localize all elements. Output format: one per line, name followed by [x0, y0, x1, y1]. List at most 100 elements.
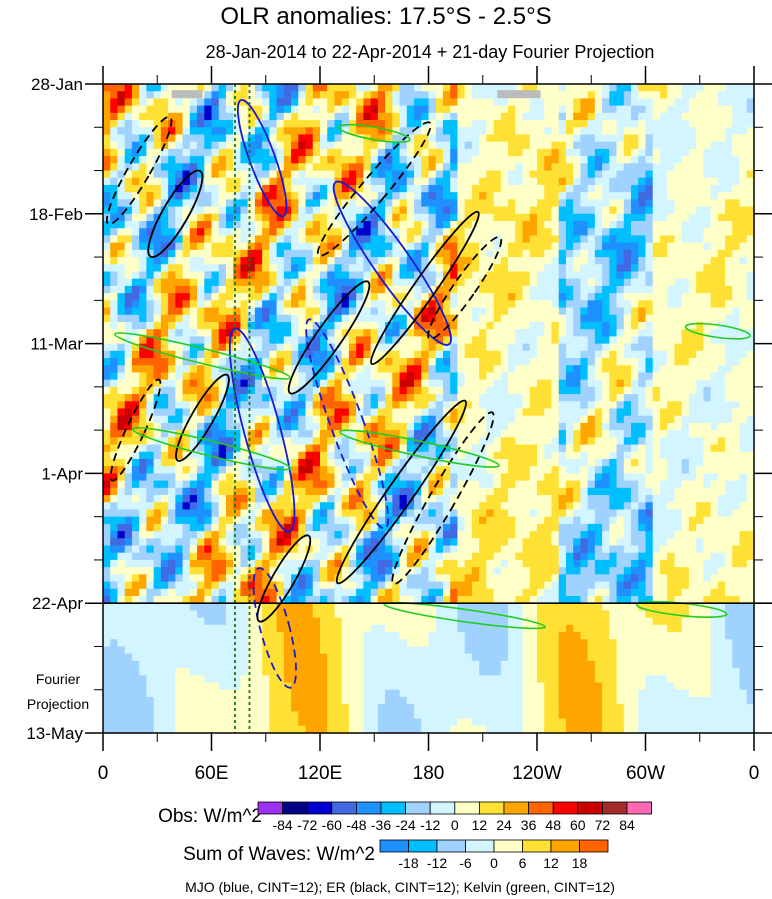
- field-cell: [341, 444, 350, 453]
- field-cell: [218, 192, 227, 200]
- field-cell: [160, 249, 169, 258]
- field-cell: [710, 235, 719, 244]
- field-cell: [146, 480, 155, 489]
- field-cell: [124, 444, 133, 453]
- field-cell: [254, 249, 263, 258]
- field-cell: [276, 184, 285, 193]
- field-cell: [189, 199, 198, 208]
- field-cell: [667, 170, 676, 179]
- field-cell: [211, 177, 220, 186]
- field-cell: [500, 271, 509, 280]
- field-cell: [652, 221, 661, 229]
- field-cell: [146, 386, 155, 395]
- field-cell: [544, 372, 553, 381]
- field-cell: [247, 105, 256, 114]
- field-cell: [594, 156, 603, 164]
- field-cell: [551, 466, 560, 474]
- field-cell: [580, 148, 589, 157]
- field-cell: [587, 329, 596, 337]
- field-cell: [703, 307, 712, 316]
- field-cell: [493, 184, 502, 193]
- field-cell: [124, 437, 133, 446]
- field-cell: [515, 206, 524, 215]
- field-cell: [160, 199, 169, 208]
- field-cell: [153, 365, 162, 374]
- field-cell: [276, 228, 285, 237]
- field-cell: [197, 120, 205, 128]
- field-cell: [442, 199, 451, 208]
- field-cell: [283, 177, 292, 186]
- field-cell: [298, 466, 307, 474]
- field-cell: [428, 386, 437, 395]
- field-cell: [189, 184, 198, 193]
- field-cell: [623, 264, 632, 273]
- field-cell: [703, 336, 712, 345]
- field-cell: [573, 473, 581, 482]
- field-cell: [363, 235, 372, 244]
- field-cell: [421, 451, 430, 460]
- field-cell: [385, 321, 393, 330]
- field-cell: [732, 358, 741, 366]
- field-cell: [356, 249, 364, 258]
- field-cell: [218, 307, 227, 316]
- field-cell: [211, 148, 220, 157]
- field-cell: [479, 206, 487, 215]
- field-cell: [435, 112, 444, 121]
- field-cell: [182, 329, 191, 337]
- field-cell: [240, 264, 249, 273]
- field-cell: [341, 264, 350, 273]
- field-cell: [110, 451, 119, 460]
- field-cell: [565, 386, 574, 395]
- field-cell: [320, 415, 328, 424]
- field-cell: [739, 365, 748, 374]
- field-cell: [103, 350, 111, 359]
- field-cell: [710, 278, 719, 287]
- field-cell: [471, 343, 480, 352]
- field-cell: [334, 473, 343, 482]
- field-cell: [305, 307, 314, 316]
- field-cell: [442, 372, 451, 381]
- field-cell: [341, 242, 350, 251]
- field-cell: [139, 386, 147, 395]
- field-cell: [565, 379, 574, 388]
- field-cell: [153, 199, 162, 208]
- field-cell: [486, 148, 495, 157]
- field-cell: [363, 386, 372, 395]
- field-cell: [283, 84, 292, 92]
- field-cell: [428, 112, 437, 121]
- field-cell: [623, 285, 632, 294]
- field-cell: [160, 235, 169, 244]
- field-cell: [493, 148, 502, 157]
- field-cell: [414, 285, 422, 294]
- field-cell: [464, 148, 473, 157]
- field-cell: [334, 134, 343, 143]
- field-cell: [587, 379, 596, 388]
- field-cell: [356, 91, 364, 100]
- field-cell: [674, 300, 683, 309]
- field-cell: [631, 271, 639, 280]
- field-cell: [565, 170, 574, 179]
- field-cell: [225, 264, 234, 273]
- field-cell: [696, 293, 704, 301]
- field-cell: [594, 408, 603, 417]
- field-cell: [696, 148, 704, 157]
- field-cell: [522, 163, 531, 172]
- field-cell: [110, 343, 119, 352]
- field-cell: [110, 437, 119, 446]
- field-cell: [442, 170, 451, 179]
- field-cell: [508, 271, 516, 280]
- field-cell: [515, 112, 524, 121]
- field-cell: [696, 430, 704, 438]
- field-cell: [681, 458, 690, 467]
- field-cell: [262, 184, 270, 193]
- field-cell: [688, 422, 697, 431]
- field-cell: [399, 264, 408, 273]
- field-cell: [182, 343, 191, 352]
- field-cell: [414, 163, 422, 172]
- field-cell: [594, 293, 603, 301]
- field-cell: [168, 314, 176, 323]
- field-cell: [312, 257, 321, 265]
- field-cell: [146, 98, 155, 107]
- field-cell: [110, 365, 119, 374]
- field-cell: [305, 379, 314, 388]
